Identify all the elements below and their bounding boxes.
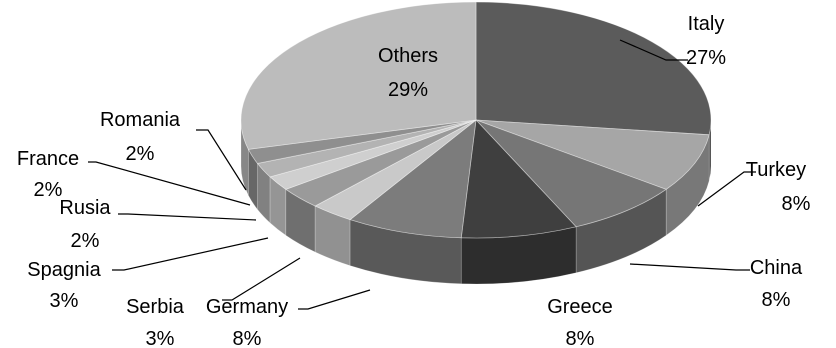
slice-label-greece: Greece bbox=[547, 296, 613, 318]
slice-value-greece: 8% bbox=[566, 328, 595, 348]
slice-value-romania: 2% bbox=[126, 143, 155, 165]
slice-value-italy: 27% bbox=[686, 47, 726, 69]
slice-label-turkey: Turkey bbox=[746, 159, 806, 181]
leader-line-spagnia bbox=[112, 237, 269, 271]
slice-label-china: China bbox=[750, 257, 803, 279]
pie-sides bbox=[240, 119, 712, 285]
slice-value-turkey: 8% bbox=[782, 193, 811, 215]
leader-line-china bbox=[629, 263, 750, 271]
pie-slice-turkey bbox=[475, 119, 710, 190]
pie-top-faces bbox=[240, 1, 712, 239]
slice-label-france: France bbox=[17, 148, 79, 170]
slice-label-others: Others bbox=[378, 45, 438, 67]
slice-label-serbia: Serbia bbox=[126, 296, 185, 318]
leader-lines bbox=[88, 39, 756, 310]
slice-value-china: 8% bbox=[762, 289, 791, 311]
leader-line-turkey bbox=[697, 171, 756, 207]
slice-label-germany: Germany bbox=[206, 296, 288, 318]
slice-value-serbia: 3% bbox=[146, 328, 175, 348]
leader-line-italy bbox=[619, 39, 688, 61]
slice-label-rusia: Rusia bbox=[59, 197, 111, 219]
slice-label-spagnia: Spagnia bbox=[27, 259, 101, 281]
leader-line-rusia bbox=[118, 213, 257, 221]
pie-slice-others bbox=[240, 1, 477, 150]
slice-value-others: 29% bbox=[388, 79, 428, 101]
slice-value-france: 2% bbox=[34, 179, 63, 201]
leader-line-romania bbox=[196, 129, 247, 191]
slice-label-italy: Italy bbox=[688, 13, 725, 35]
leader-line-germany bbox=[298, 289, 371, 310]
slice-labels: Italy 27% Turkey 8% China 8% Greece 8% Germany 8%… bbox=[17, 13, 811, 348]
pie-slice-germany bbox=[349, 119, 477, 239]
pie-slice-spagnia bbox=[285, 119, 477, 207]
pie-slice-italy bbox=[475, 1, 712, 136]
pie-slice-romania bbox=[247, 119, 477, 164]
pie-slice-france bbox=[256, 119, 477, 178]
pie-slice-china bbox=[475, 119, 667, 228]
slice-label-romania: Romania bbox=[100, 109, 181, 131]
pie-slice-greece bbox=[460, 119, 577, 239]
slice-value-rusia: 2% bbox=[71, 230, 100, 252]
pie-slice-rusia bbox=[269, 119, 477, 190]
pie-slice-serbia bbox=[314, 119, 477, 221]
leader-line-france bbox=[88, 161, 251, 206]
slice-value-germany: 8% bbox=[233, 328, 262, 348]
leader-line-serbia bbox=[222, 257, 301, 301]
slice-value-spagnia: 3% bbox=[50, 290, 79, 312]
